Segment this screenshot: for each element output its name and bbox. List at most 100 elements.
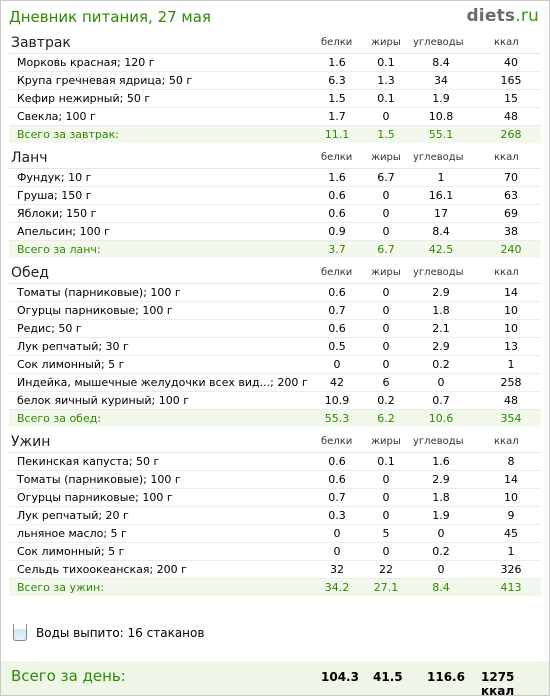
- food-kcal: 326: [500, 563, 522, 576]
- column-header-fat: жиры: [371, 152, 401, 163]
- food-row[interactable]: Редис; 50 г 0.6 0 2.1 10: [9, 320, 541, 338]
- food-row[interactable]: белок яичный куриный; 100 г 10.9 0.2 0.7 48: [9, 392, 541, 410]
- food-row[interactable]: Апельсин; 100 г 0.9 0 8.4 38: [9, 223, 541, 241]
- food-name[interactable]: Яблоки; 150 г: [17, 207, 97, 220]
- food-fat: 5: [382, 527, 390, 540]
- food-carbs: 0: [437, 527, 445, 540]
- food-name[interactable]: Груша; 150 г: [17, 189, 92, 202]
- section-title: Ланч: [11, 150, 48, 166]
- food-row[interactable]: льняное масло; 5 г 0 5 0 45: [9, 525, 541, 543]
- food-protein: 0.6: [328, 473, 346, 486]
- food-name[interactable]: Апельсин; 100 г: [17, 225, 110, 238]
- food-row[interactable]: Кефир нежирный; 50 г 1.5 0.1 1.9 15: [9, 90, 541, 108]
- food-name[interactable]: льняное масло; 5 г: [17, 527, 127, 540]
- food-name[interactable]: Кефир нежирный; 50 г: [17, 92, 151, 105]
- food-name[interactable]: Лук репчатый; 30 г: [17, 340, 129, 353]
- meal-total-carbs: 8.4: [432, 581, 450, 594]
- food-row[interactable]: Лук репчатый; 30 г 0.5 0 2.9 13: [9, 338, 541, 356]
- food-kcal: 70: [504, 171, 518, 184]
- day-total-protein: 104.3: [321, 670, 359, 684]
- food-protein: 32: [330, 563, 344, 576]
- meal-section: Завтрак белки жиры углеводы ккал Морковь крас…: [9, 35, 541, 143]
- food-row[interactable]: Крупа гречневая ядрица; 50 г 6.3 1.3 34 165: [9, 72, 541, 90]
- food-name[interactable]: Огурцы парниковые; 100 г: [17, 304, 173, 317]
- food-row[interactable]: Фундук; 10 г 1.6 6.7 1 70: [9, 169, 541, 187]
- food-fat: 0.1: [377, 455, 395, 468]
- food-kcal: 45: [504, 527, 518, 540]
- food-name[interactable]: Пекинская капуста; 50 г: [17, 455, 160, 468]
- food-kcal: 38: [504, 225, 518, 238]
- food-name[interactable]: Огурцы парниковые; 100 г: [17, 491, 173, 504]
- day-total-carbs: 116.6: [427, 670, 465, 684]
- column-header-carbs: углеводы: [413, 267, 464, 278]
- food-carbs: 1.8: [432, 491, 450, 504]
- meal-total-row: Всего за обед: 55.3 6.2 10.6 354: [9, 410, 541, 427]
- food-name[interactable]: Томаты (парниковые); 100 г: [17, 473, 181, 486]
- food-carbs: 0: [437, 563, 445, 576]
- food-row[interactable]: Пекинская капуста; 50 г 0.6 0.1 1.6 8: [9, 453, 541, 471]
- site-logo[interactable]: diets.ru: [466, 6, 539, 26]
- column-header-fat: жиры: [371, 267, 401, 278]
- food-name[interactable]: белок яичный куриный; 100 г: [17, 394, 190, 407]
- food-row[interactable]: Огурцы парниковые; 100 г 0.7 0 1.8 10: [9, 302, 541, 320]
- food-name[interactable]: Свекла; 100 г: [17, 110, 96, 123]
- food-kcal: 10: [504, 491, 518, 504]
- section-spacer: [1, 427, 549, 434]
- food-kcal: 15: [504, 92, 518, 105]
- meal-total-protein: 11.1: [324, 128, 350, 141]
- food-name[interactable]: Редис; 50 г: [17, 322, 82, 335]
- column-header-protein: белки: [321, 37, 353, 48]
- logo-suffix: .ru: [515, 6, 539, 26]
- food-row[interactable]: Томаты (парниковые); 100 г 0.6 0 2.9 14: [9, 471, 541, 489]
- food-row[interactable]: Морковь красная; 120 г 1.6 0.1 8.4 40: [9, 54, 541, 72]
- food-row[interactable]: Лук репчатый; 20 г 0.3 0 1.9 9: [9, 507, 541, 525]
- food-row[interactable]: Яблоки; 150 г 0.6 0 17 69: [9, 205, 541, 223]
- meal-total-row: Всего за ужин: 34.2 27.1 8.4 413: [9, 579, 541, 596]
- food-protein: 0.6: [328, 455, 346, 468]
- food-name[interactable]: Сок лимонный; 5 г: [17, 545, 125, 558]
- food-protein: 0.5: [328, 340, 346, 353]
- section-title: Ужин: [11, 434, 51, 450]
- column-header-protein: белки: [321, 152, 353, 163]
- food-row[interactable]: Сок лимонный; 5 г 0 0 0.2 1: [9, 356, 541, 374]
- food-row[interactable]: Огурцы парниковые; 100 г 0.7 0 1.8 10: [9, 489, 541, 507]
- food-row[interactable]: Сельдь тихоокеанская; 200 г 32 22 0 326: [9, 561, 541, 579]
- meal-section: Обед белки жиры углеводы ккал Томаты (парнико…: [9, 265, 541, 427]
- food-name[interactable]: Фундук; 10 г: [17, 171, 92, 184]
- food-carbs: 8.4: [432, 225, 450, 238]
- food-fat: 0: [382, 340, 390, 353]
- meal-total-carbs: 55.1: [428, 128, 454, 141]
- column-header-carbs: углеводы: [413, 37, 464, 48]
- meal-section: Ужин белки жиры углеводы ккал Пекинская капус…: [9, 434, 541, 596]
- food-row[interactable]: Сок лимонный; 5 г 0 0 0.2 1: [9, 543, 541, 561]
- section-header: Завтрак белки жиры углеводы ккал: [9, 35, 541, 54]
- meal-total-carbs: 10.6: [428, 412, 454, 425]
- day-total-label: Всего за день:: [11, 667, 126, 685]
- section-spacer: [1, 596, 549, 603]
- section-spacer: [1, 258, 549, 265]
- food-name[interactable]: Морковь красная; 120 г: [17, 56, 155, 69]
- food-row[interactable]: Индейка, мышечные желудочки всех вид...;…: [9, 374, 541, 392]
- food-name[interactable]: Сельдь тихоокеанская; 200 г: [17, 563, 187, 576]
- food-row[interactable]: Груша; 150 г 0.6 0 16.1 63: [9, 187, 541, 205]
- food-kcal: 14: [504, 286, 518, 299]
- column-header-protein: белки: [321, 267, 353, 278]
- meal-total-fat: 6.2: [377, 412, 395, 425]
- day-total-kcal: 1275 ккал: [481, 670, 515, 696]
- food-kcal: 13: [504, 340, 518, 353]
- food-row[interactable]: Томаты (парниковые); 100 г 0.6 0 2.9 14: [9, 284, 541, 302]
- food-protein: 6.3: [328, 74, 346, 87]
- column-header-fat: жиры: [371, 37, 401, 48]
- food-name[interactable]: Томаты (парниковые); 100 г: [17, 286, 181, 299]
- food-name[interactable]: Индейка, мышечные желудочки всех вид...;…: [17, 376, 308, 389]
- food-protein: 0.7: [328, 304, 346, 317]
- meal-total-label: Всего за ланч:: [17, 243, 101, 256]
- food-name[interactable]: Крупа гречневая ядрица; 50 г: [17, 74, 193, 87]
- food-row[interactable]: Свекла; 100 г 1.7 0 10.8 48: [9, 108, 541, 126]
- food-protein: 0.6: [328, 286, 346, 299]
- food-name[interactable]: Сок лимонный; 5 г: [17, 358, 125, 371]
- food-name[interactable]: Лук репчатый; 20 г: [17, 509, 129, 522]
- meal-total-fat: 27.1: [373, 581, 399, 594]
- section-header: Обед белки жиры углеводы ккал: [9, 265, 541, 284]
